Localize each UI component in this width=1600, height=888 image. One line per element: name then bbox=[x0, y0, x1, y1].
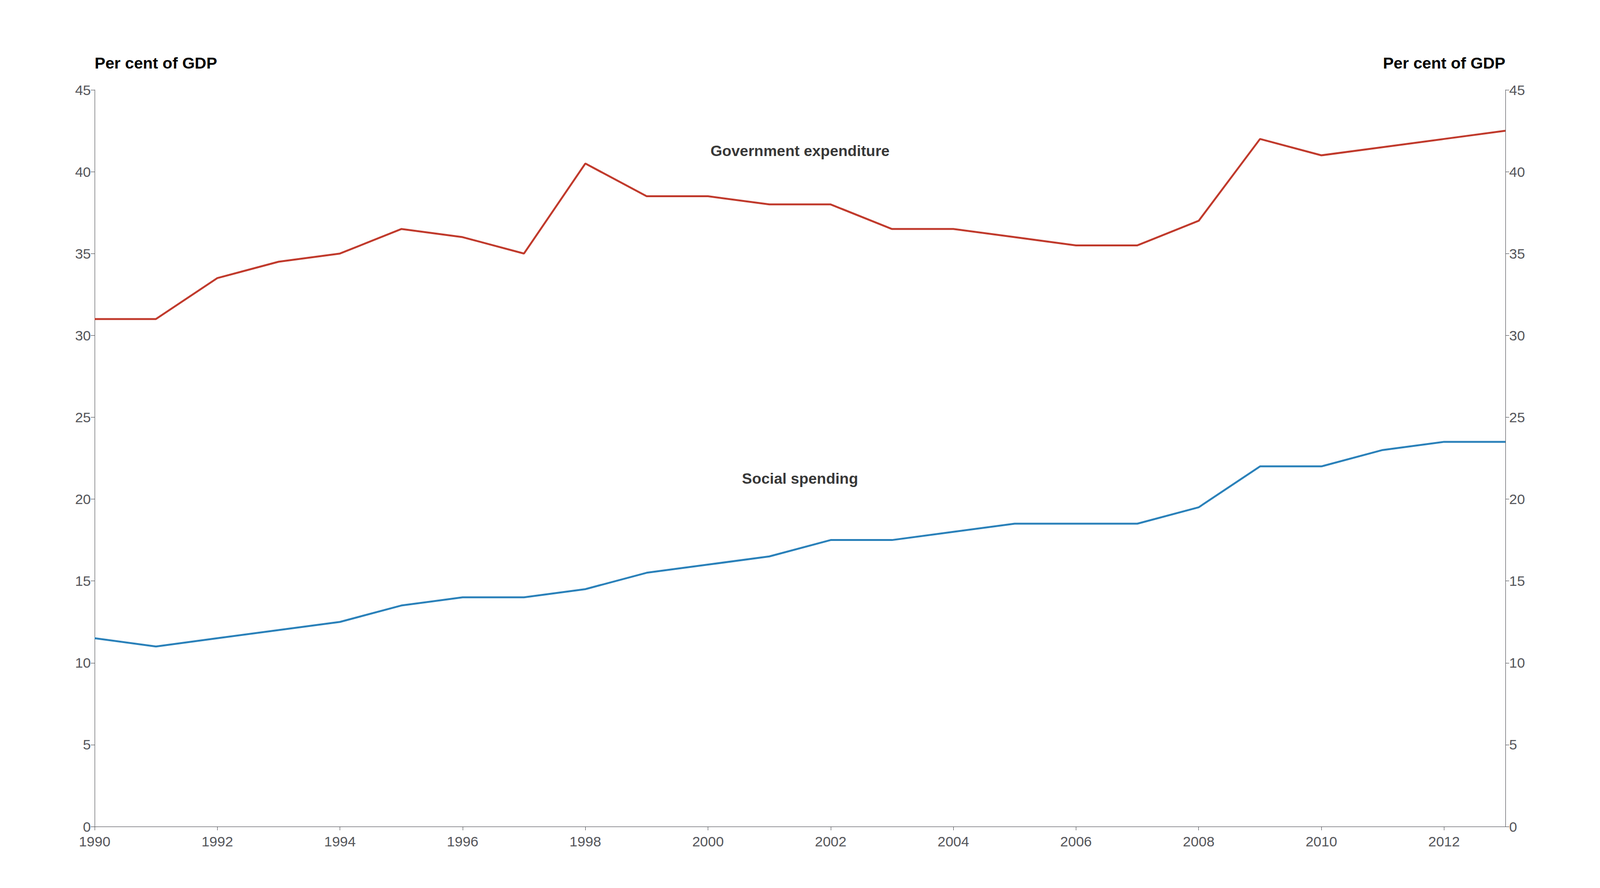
svg-text:20: 20 bbox=[75, 491, 91, 508]
svg-text:Social spending: Social spending bbox=[741, 470, 858, 488]
svg-text:2000: 2000 bbox=[692, 834, 724, 850]
svg-text:45: 45 bbox=[1509, 82, 1525, 98]
svg-text:Government expenditure: Government expenditure bbox=[710, 142, 890, 160]
svg-text:20: 20 bbox=[1509, 491, 1525, 508]
svg-text:45: 45 bbox=[75, 82, 91, 98]
svg-text:40: 40 bbox=[1509, 164, 1525, 180]
svg-text:1990: 1990 bbox=[79, 834, 111, 850]
svg-text:25: 25 bbox=[1509, 409, 1525, 426]
svg-text:2002: 2002 bbox=[814, 834, 847, 850]
svg-text:5: 5 bbox=[1509, 737, 1518, 753]
svg-text:1996: 1996 bbox=[447, 834, 479, 850]
svg-text:5: 5 bbox=[82, 737, 91, 753]
svg-text:30: 30 bbox=[75, 327, 91, 344]
svg-text:2010: 2010 bbox=[1305, 834, 1338, 850]
svg-text:1992: 1992 bbox=[201, 834, 234, 850]
svg-text:15: 15 bbox=[1509, 573, 1525, 590]
svg-text:35: 35 bbox=[1509, 246, 1525, 262]
svg-text:2008: 2008 bbox=[1182, 834, 1215, 850]
svg-text:1998: 1998 bbox=[569, 834, 602, 850]
svg-text:10: 10 bbox=[75, 655, 91, 671]
svg-text:2004: 2004 bbox=[937, 834, 970, 850]
svg-text:Per cent of GDP: Per cent of GDP bbox=[94, 53, 218, 72]
svg-text:1994: 1994 bbox=[324, 834, 356, 850]
svg-text:0: 0 bbox=[82, 819, 91, 836]
svg-text:10: 10 bbox=[1509, 655, 1525, 671]
svg-text:15: 15 bbox=[75, 573, 91, 590]
svg-text:Per cent of GDP: Per cent of GDP bbox=[1382, 53, 1506, 72]
svg-text:35: 35 bbox=[75, 246, 91, 262]
svg-text:30: 30 bbox=[1509, 327, 1525, 344]
svg-text:2012: 2012 bbox=[1428, 834, 1460, 850]
svg-text:0: 0 bbox=[1509, 819, 1518, 836]
svg-text:2006: 2006 bbox=[1060, 834, 1092, 850]
svg-text:40: 40 bbox=[75, 164, 91, 180]
svg-text:25: 25 bbox=[75, 409, 91, 426]
